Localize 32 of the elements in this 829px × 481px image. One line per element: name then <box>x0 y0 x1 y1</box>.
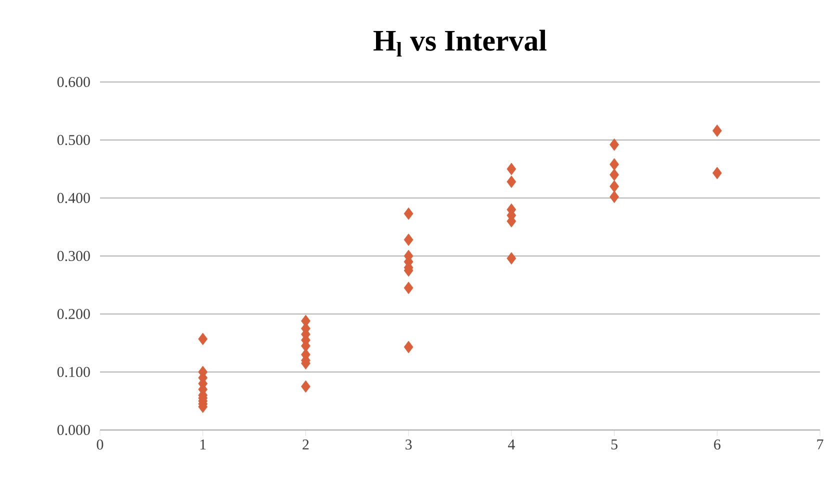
x-tick-label: 1 <box>200 440 206 450</box>
point <box>301 380 310 393</box>
x-tick-label: 0 <box>96 440 104 450</box>
point <box>506 252 516 265</box>
y-tick-label: 0.400 <box>57 192 90 204</box>
x-tick-label: 3 <box>406 440 412 450</box>
y-tick-label: 0.300 <box>57 250 90 262</box>
y-tick-label: 0.500 <box>57 134 90 146</box>
point <box>610 180 619 193</box>
point <box>404 234 414 246</box>
point <box>506 162 516 176</box>
point <box>610 168 619 181</box>
y-tick-label: 0.600 <box>57 76 90 88</box>
point <box>506 176 516 188</box>
x-tick-label: 5 <box>611 440 618 450</box>
x-tick-label: 4 <box>508 440 515 450</box>
point <box>404 340 414 354</box>
chart-title: H$_{l}$ vs Interval <box>374 30 546 56</box>
point <box>404 207 414 220</box>
point <box>610 158 619 171</box>
x-tick-label: 7 <box>817 440 824 450</box>
point <box>712 166 722 180</box>
point <box>198 332 208 346</box>
point <box>610 190 619 204</box>
x-tick-label: 2 <box>302 440 309 450</box>
point <box>610 138 619 151</box>
y-tick-label: 0.100 <box>57 366 90 378</box>
y-tick-label: 0.200 <box>57 308 90 320</box>
y-tick-label: 0.000 <box>57 424 90 436</box>
point <box>712 124 722 137</box>
x-tick-label: 6 <box>714 440 720 450</box>
point <box>404 282 414 294</box>
